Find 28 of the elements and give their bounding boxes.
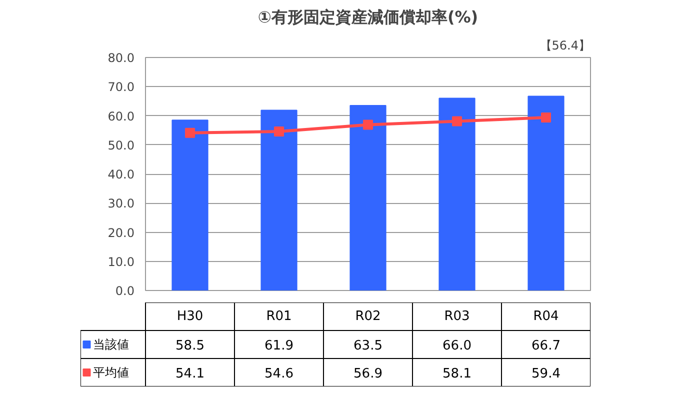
- x-tick-label: H30: [176, 309, 204, 324]
- legend-label: 当該値: [92, 338, 129, 352]
- data-label: 58.5: [176, 338, 204, 354]
- y-tick-label: 50.0: [108, 138, 134, 152]
- x-tick-label: R03: [444, 309, 470, 324]
- data-label: 59.4: [532, 366, 560, 382]
- y-tick-label: 10.0: [108, 254, 134, 269]
- y-tick-label: 0.0: [115, 284, 135, 298]
- y-tick-label: 80.0: [108, 51, 134, 65]
- x-tick-label: R01: [266, 309, 292, 324]
- data-label: 54.6: [264, 366, 294, 382]
- data-label: 66.0: [442, 338, 472, 354]
- legend-label: 平均値: [92, 366, 129, 380]
- y-tick-label: 40.0: [108, 168, 134, 182]
- x-tick-label: R04: [533, 309, 559, 324]
- data-label: 66.7: [532, 338, 560, 354]
- y-tick-label: 60.0: [108, 109, 134, 124]
- y-tick-label: 20.0: [108, 226, 134, 240]
- data-label: 63.5: [354, 338, 382, 354]
- data-label: 58.1: [442, 366, 472, 382]
- x-tick-label: R02: [355, 309, 381, 324]
- data-label: 56.9: [354, 366, 382, 382]
- chart-title: ①有形固定資産減価償却率(%): [258, 8, 478, 26]
- data-label: 54.1: [176, 366, 204, 382]
- data-label: 61.9: [264, 338, 294, 354]
- y-tick-label: 70.0: [108, 80, 134, 94]
- y-tick-label: 30.0: [108, 196, 134, 211]
- text: 【56.4】: [540, 38, 590, 52]
